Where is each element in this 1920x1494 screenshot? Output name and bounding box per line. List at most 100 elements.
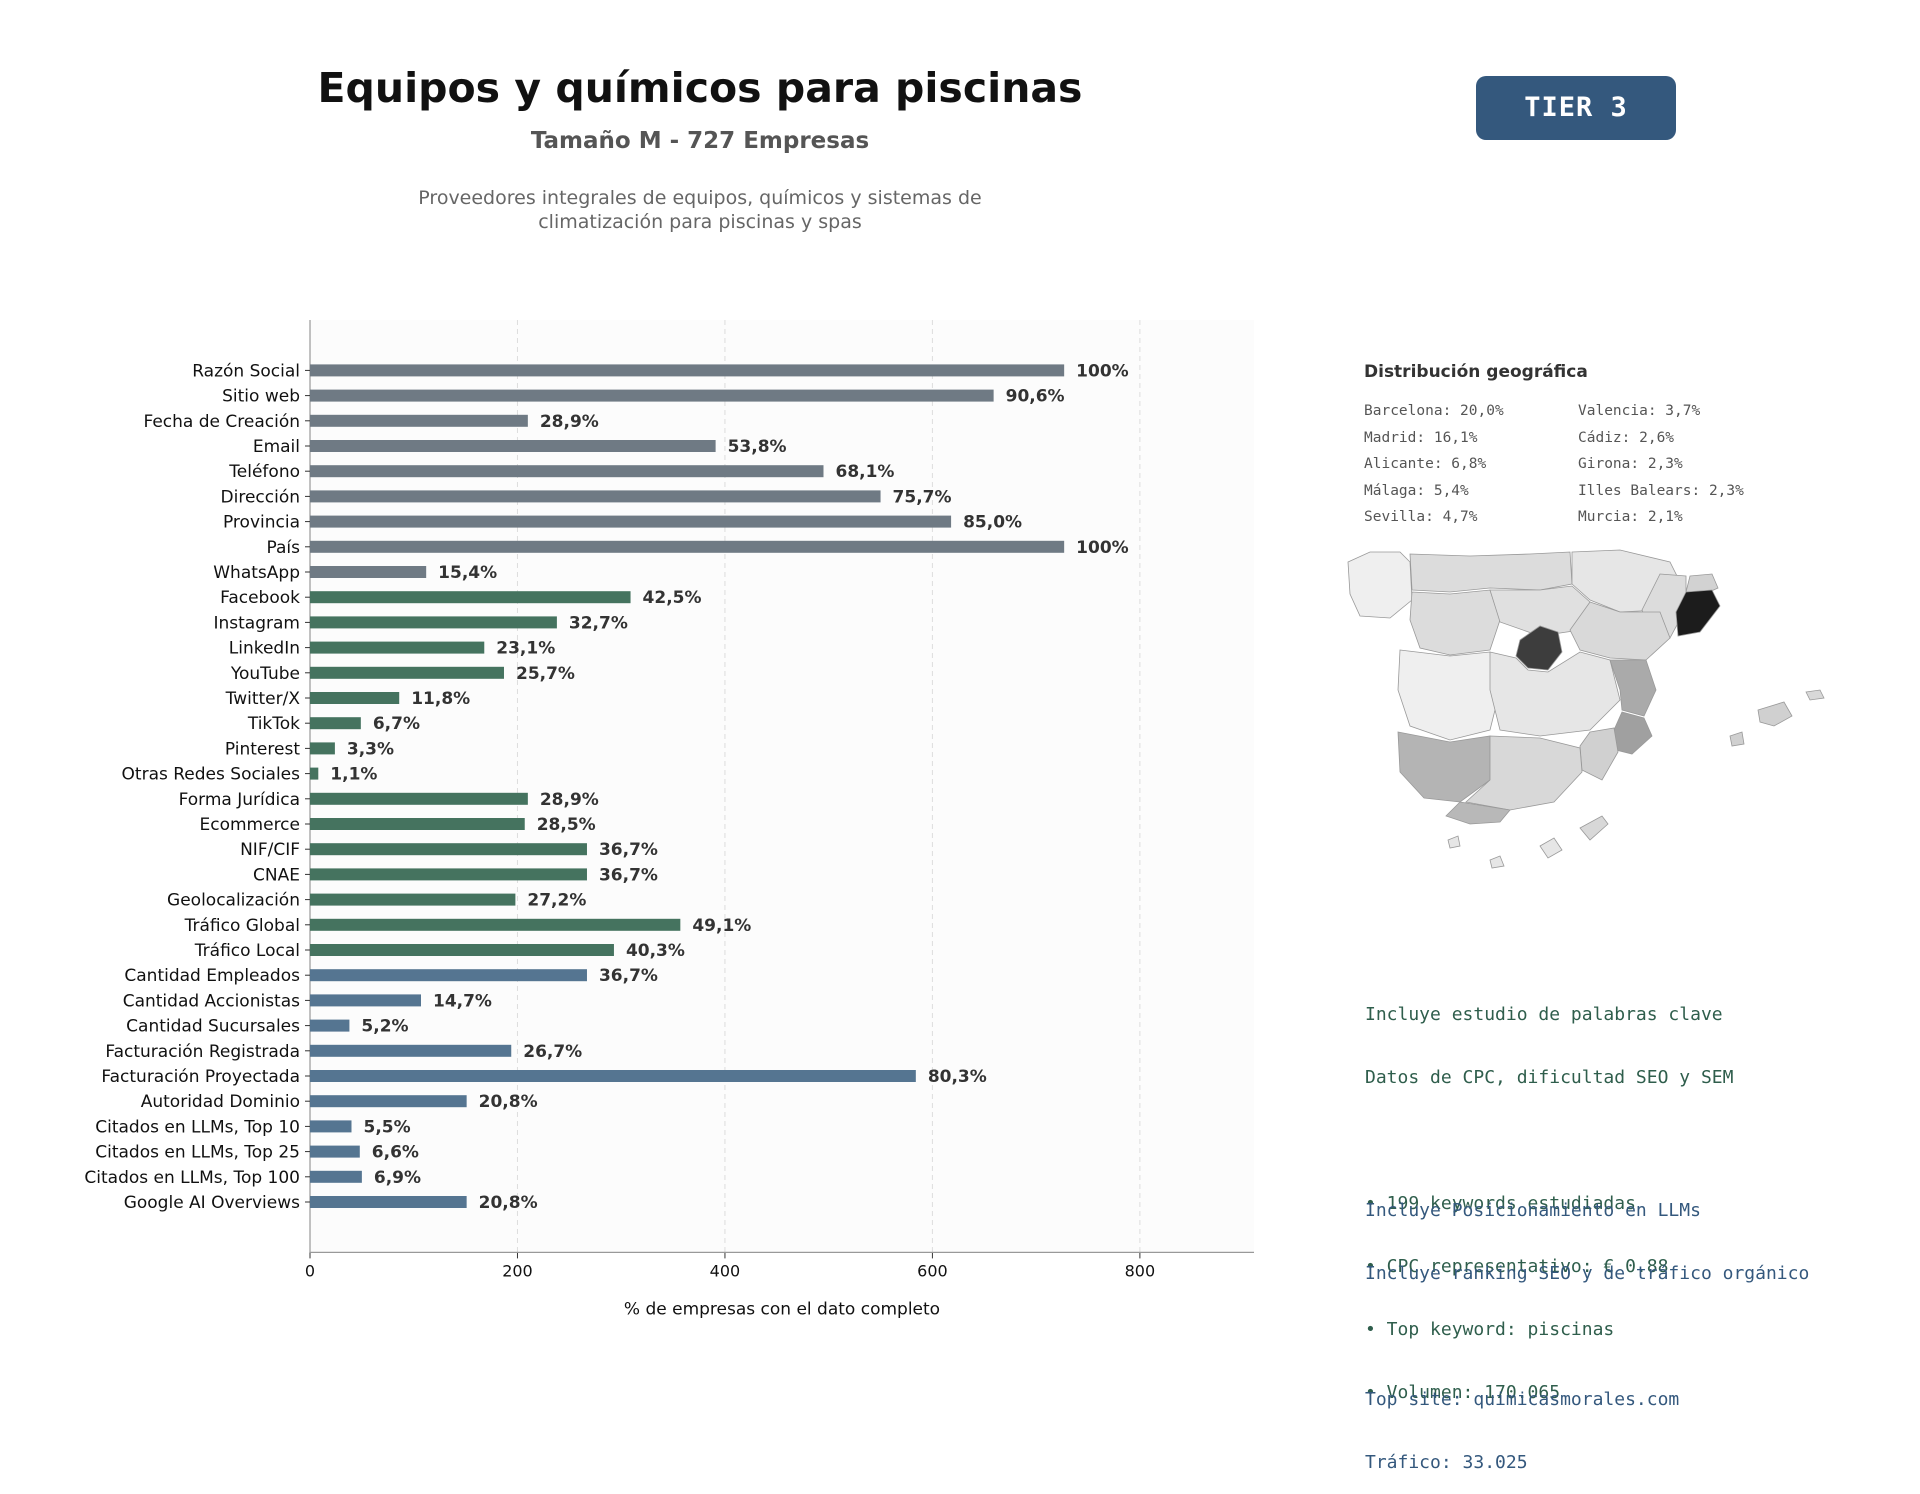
bar — [310, 389, 994, 402]
value-label: 20,8% — [479, 1193, 538, 1213]
map-region-ibiza — [1729, 731, 1745, 747]
category-label: LinkedIn — [229, 639, 300, 659]
value-label: 20,8% — [479, 1092, 538, 1112]
bar — [310, 893, 516, 906]
map-region-north-west — [1347, 551, 1413, 619]
bar — [310, 1120, 352, 1133]
category-label: Razón Social — [192, 361, 300, 381]
category-label: Fecha de Creación — [143, 412, 300, 432]
bar — [310, 490, 881, 503]
value-label: 49,1% — [692, 916, 751, 936]
category-label: Cantidad Sucursales — [126, 1017, 300, 1037]
llm-line: Incluye ranking SEO y de tráfico orgánic… — [1365, 1263, 1810, 1284]
page-title: Equipos y químicos para piscinas — [317, 64, 1083, 112]
map-region-andalucia-centre — [1465, 735, 1583, 811]
keywords-line: • Top keyword: piscinas — [1365, 1319, 1615, 1340]
map-region-balearic-main — [1757, 701, 1793, 727]
geo-item: Sevilla: 4,7% — [1364, 509, 1478, 525]
bar — [310, 1196, 467, 1208]
bar — [310, 1019, 350, 1032]
category-label: Instagram — [214, 613, 301, 633]
bar — [310, 414, 528, 427]
category-label: Provincia — [223, 513, 300, 533]
geo-item: Alicante: 6,8% — [1364, 456, 1487, 472]
map-region-canarias-west — [1489, 855, 1505, 869]
category-label: Cantidad Empleados — [124, 966, 300, 986]
spain-map — [1347, 549, 1825, 869]
geo-item: Cádiz: 2,6% — [1578, 429, 1675, 446]
bar — [310, 566, 427, 578]
llm-line: Top site: quimicasmorales.com — [1365, 1389, 1680, 1410]
bar — [310, 742, 335, 755]
category-label: Teléfono — [228, 462, 300, 482]
category-label: Geolocalización — [167, 891, 300, 911]
bar — [310, 540, 1065, 553]
value-label: 25,7% — [516, 664, 575, 684]
bar — [310, 641, 485, 654]
bar — [310, 843, 587, 856]
category-label: Twitter/X — [225, 689, 301, 709]
bar — [310, 1095, 467, 1108]
category-label: Tráfico Global — [184, 916, 300, 936]
geo-item: Barcelona: 20,0% — [1364, 403, 1504, 419]
category-label: Cantidad Accionistas — [123, 991, 300, 1011]
bar — [310, 364, 1065, 377]
value-label: 100% — [1076, 361, 1129, 381]
bar — [310, 1044, 512, 1057]
geo-item: Madrid: 16,1% — [1364, 429, 1478, 446]
geo-item: Illes Balears: 2,3% — [1578, 482, 1744, 499]
bar — [310, 440, 716, 452]
value-label: 90,6% — [1006, 387, 1065, 407]
geo-item: Girona: 2,3% — [1578, 456, 1683, 472]
value-label: 36,7% — [599, 865, 658, 885]
bar — [310, 465, 824, 478]
bar — [310, 666, 504, 679]
category-label: Email — [253, 437, 300, 457]
category-label: Otras Redes Sociales — [122, 765, 301, 785]
bar-chart: 0 200 400 600 800 % de empresas con el dato c… — [84, 320, 1254, 1319]
x-tick-label: 0 — [305, 1261, 315, 1280]
x-tick-label: 800 — [1125, 1261, 1156, 1280]
value-label: 6,7% — [373, 714, 420, 734]
value-label: 40,3% — [626, 941, 685, 961]
map-region-canarias-east — [1579, 815, 1609, 841]
map-region-madrid — [1515, 625, 1563, 671]
category-label: Dirección — [221, 487, 300, 507]
x-axis-label: % de empresas con el dato completo — [624, 1299, 940, 1319]
map-region-west-centre — [1409, 589, 1501, 656]
value-label: 32,7% — [569, 613, 628, 633]
bar — [310, 944, 614, 956]
bar — [310, 818, 525, 830]
bar — [310, 918, 681, 931]
bar — [310, 591, 631, 604]
value-label: 15,4% — [438, 563, 497, 583]
bar — [310, 692, 400, 704]
value-label: 28,9% — [540, 412, 599, 432]
category-label: País — [267, 538, 301, 558]
bar — [310, 792, 528, 805]
geo-list-left: Barcelona: 20,0% Madrid: 16,1% Alicante:… — [1364, 398, 1504, 531]
value-label: 23,1% — [496, 639, 555, 659]
category-label: Facebook — [220, 588, 300, 608]
category-label: Forma Jurídica — [179, 790, 300, 810]
category-label: TikTok — [247, 714, 300, 734]
geo-item: Murcia: 2,1% — [1578, 509, 1683, 525]
plot-background — [310, 320, 1254, 1253]
category-label: Citados en LLMs, Top 10 — [95, 1117, 300, 1137]
map-region-barcelona — [1675, 589, 1721, 637]
value-label: 53,8% — [728, 437, 787, 457]
llm-line: Incluye Posicionamiento en LLMs — [1365, 1200, 1701, 1221]
value-label: 28,5% — [537, 815, 596, 835]
geo-item: Málaga: 5,4% — [1364, 482, 1469, 499]
map-region-andalucia-west — [1397, 731, 1491, 803]
llm-block: Incluye Posicionamiento en LLMs Incluye … — [1365, 1158, 1809, 1494]
category-label: YouTube — [230, 664, 300, 684]
value-label: 36,7% — [599, 840, 658, 860]
geo-item: Valencia: 3,7% — [1578, 403, 1701, 419]
keywords-block: Incluye estudio de palabras clave Datos … — [1365, 962, 1733, 1424]
category-label: Facturación Proyectada — [101, 1067, 300, 1087]
category-label: Autoridad Dominio — [141, 1092, 300, 1112]
keywords-line: • 199 keywords estudiadas — [1365, 1193, 1636, 1214]
bar — [310, 868, 587, 881]
tier-badge: TIER 3 — [1476, 76, 1676, 140]
